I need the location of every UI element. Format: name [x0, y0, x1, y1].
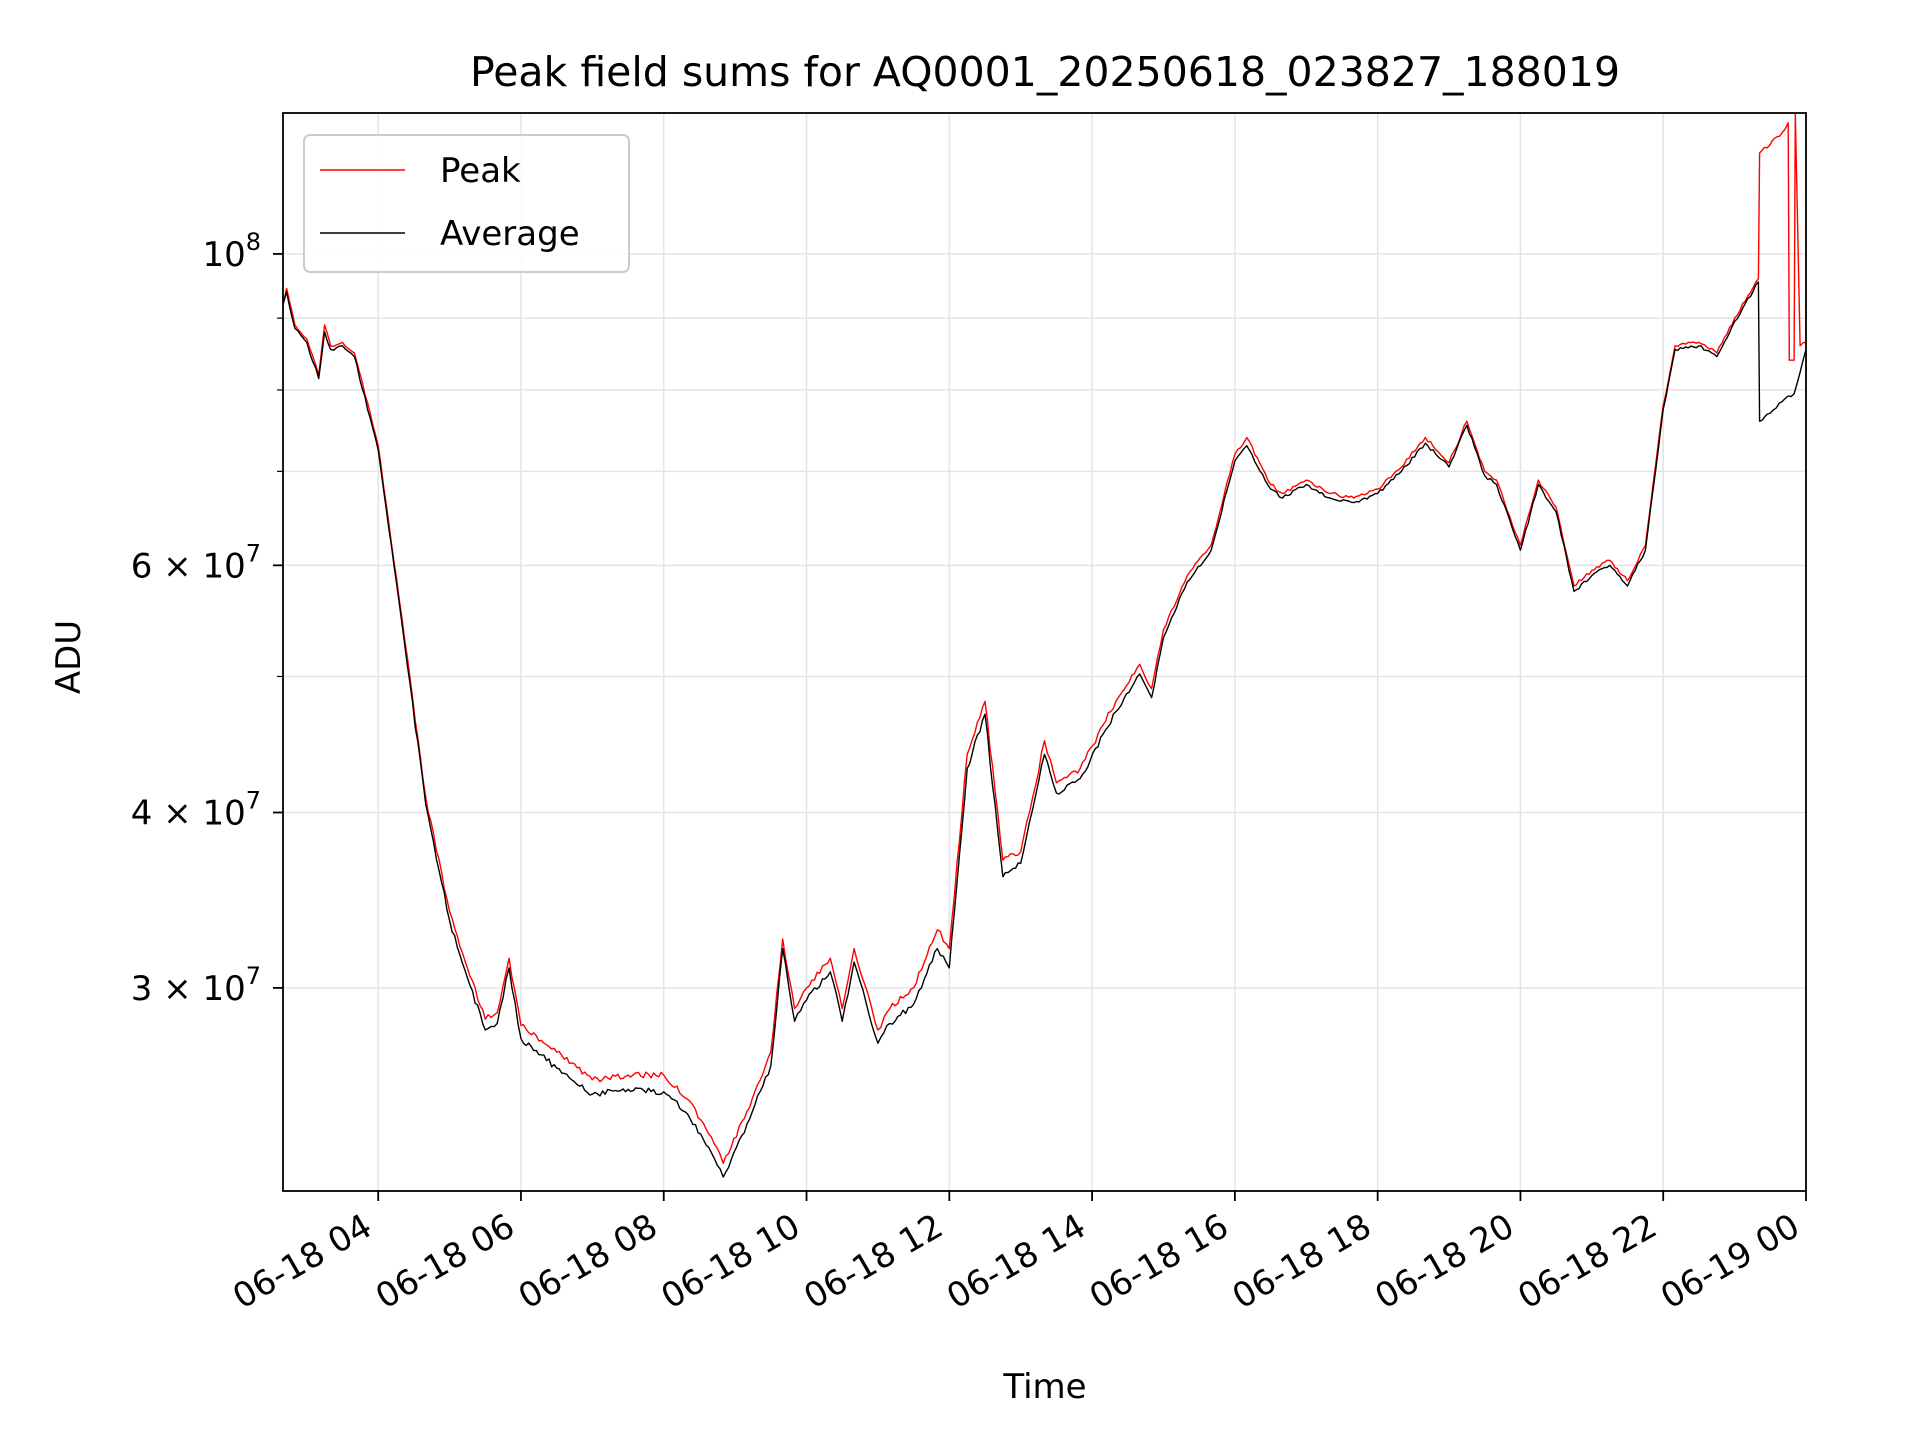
x-axis-label: Time	[1002, 1367, 1086, 1407]
y-tick-label: 3 × 107	[131, 962, 261, 1009]
y-tick-label: 108	[202, 228, 261, 275]
legend: Peak Average	[303, 134, 630, 273]
chart-title: Peak field sums for AQ0001_20250618_0238…	[470, 48, 1620, 96]
x-tick-label: 06-18 18	[1226, 1206, 1378, 1317]
legend-label-peak: Peak	[440, 151, 521, 191]
y-tick-label: 4 × 107	[131, 787, 261, 834]
x-tick-label: 06-18 20	[1369, 1206, 1521, 1317]
x-tick-label: 06-18 22	[1511, 1206, 1663, 1317]
grid-lines	[283, 113, 1807, 1191]
x-tick-label: 06-18 06	[369, 1206, 521, 1317]
series-line-peak	[283, 113, 1806, 1164]
series-line-average	[283, 281, 1806, 1178]
x-tick-label: 06-19 00	[1654, 1206, 1806, 1317]
x-tick-label: 06-18 10	[655, 1206, 807, 1317]
x-tick-label: 06-18 16	[1083, 1206, 1235, 1317]
x-tick-label: 06-18 12	[797, 1206, 949, 1317]
y-axis: 3 × 107 4 × 107 6 × 107 108	[131, 228, 283, 1009]
x-tick-label: 06-18 04	[226, 1206, 378, 1317]
axes-frame	[282, 112, 1807, 1192]
y-axis-label: ADU	[49, 620, 89, 694]
x-tick-label: 06-18 08	[512, 1206, 664, 1317]
y-tick-label: 6 × 107	[131, 539, 261, 586]
legend-label-average: Average	[440, 214, 580, 254]
series-layer	[283, 113, 1806, 1178]
x-tick-label: 06-18 14	[940, 1206, 1092, 1317]
